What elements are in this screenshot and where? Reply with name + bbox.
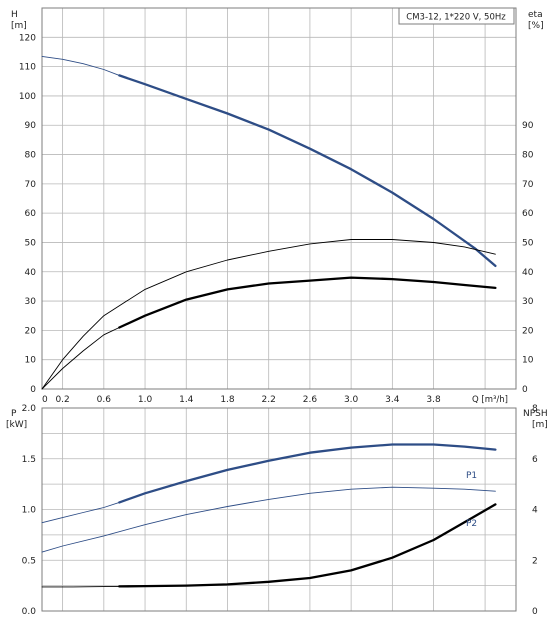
top-left-tick-label: 100 bbox=[19, 92, 36, 102]
x-tick-label: 2.6 bbox=[303, 395, 318, 405]
top-right-tick-label: 90 bbox=[522, 121, 534, 131]
bottom-right-tick-label: 0 bbox=[532, 607, 538, 617]
top-right-tick-label: 0 bbox=[522, 385, 528, 395]
bottom-right-tick-label: 4 bbox=[532, 506, 538, 516]
top-chart-grid bbox=[42, 8, 516, 389]
bottom-left-tick-label: 0.5 bbox=[22, 556, 36, 566]
top-right-tick-label: 60 bbox=[522, 209, 534, 219]
series-label-p2: P2 bbox=[466, 519, 477, 529]
top-left-tick-label: 10 bbox=[25, 356, 37, 366]
x-tick-label: 3.4 bbox=[385, 395, 400, 405]
bottom-right-tick-label: 6 bbox=[532, 455, 538, 465]
top-right-tick-label: 10 bbox=[522, 356, 534, 366]
top-left-axis-label-line2: [m] bbox=[11, 21, 27, 31]
bottom-right-tick-label: 2 bbox=[532, 556, 538, 566]
x-tick-label: 1.0 bbox=[138, 395, 153, 405]
bottom-left-tick-labels: 0.0 0.5 1.0 1.5 2.0 bbox=[22, 404, 37, 617]
bottom-right-axis-label-line1: NPSH bbox=[523, 409, 548, 419]
top-left-tick-label: 80 bbox=[25, 151, 37, 161]
bottom-right-axis-label-line2: [m] bbox=[532, 420, 548, 430]
top-left-tick-label: 20 bbox=[25, 326, 37, 336]
top-chart-frame bbox=[41, 7, 517, 390]
series-line-h bbox=[118, 74, 497, 268]
series-line-h-thin bbox=[41, 55, 120, 76]
series-line-p2 bbox=[41, 486, 496, 553]
x-tick-label: 0 bbox=[42, 395, 48, 405]
bottom-right-tick-labels: 0 2 4 6 8 bbox=[532, 404, 538, 617]
bottom-left-axis-label-line2: [kW] bbox=[6, 420, 27, 430]
top-left-tick-label: 50 bbox=[25, 238, 37, 248]
top-left-axis-label-line1: H bbox=[11, 10, 18, 20]
top-chart-series bbox=[41, 55, 497, 390]
top-right-tick-label: 40 bbox=[522, 268, 534, 278]
x-tick-label: 1.8 bbox=[220, 395, 235, 405]
top-right-tick-label: 30 bbox=[522, 297, 534, 307]
top-left-tick-label: 60 bbox=[25, 209, 37, 219]
bottom-chart-series bbox=[41, 443, 497, 588]
series-label-p1: P1 bbox=[466, 471, 477, 481]
chart-title: CM3-12, 1*220 V, 50Hz bbox=[406, 13, 506, 23]
top-right-tick-label: 20 bbox=[522, 326, 534, 336]
x-axis-label: Q [m³/h] bbox=[472, 395, 508, 405]
top-left-tick-label: 30 bbox=[25, 297, 37, 307]
bottom-left-tick-label: 2.0 bbox=[22, 404, 37, 414]
bottom-left-tick-label: 1.5 bbox=[22, 455, 36, 465]
series-line-eta bbox=[118, 276, 497, 329]
x-tick-label: 3.0 bbox=[344, 395, 359, 405]
bottom-chart-frame bbox=[41, 407, 517, 612]
series-line-eta-thin-lower bbox=[41, 327, 120, 390]
top-right-tick-label: 50 bbox=[522, 238, 534, 248]
top-left-tick-label: 90 bbox=[25, 121, 37, 131]
x-tick-label: 0.6 bbox=[97, 395, 112, 405]
top-left-tick-label: 40 bbox=[25, 268, 37, 278]
top-right-tick-label: 80 bbox=[522, 151, 534, 161]
x-tick-label: 1.4 bbox=[179, 395, 194, 405]
top-right-tick-label: 70 bbox=[522, 180, 534, 190]
chart-title-box bbox=[398, 7, 515, 25]
top-right-axis-label-line1: eta bbox=[528, 10, 543, 20]
top-right-axis-label-line2: [%] bbox=[528, 21, 544, 31]
top-left-tick-labels: 0 10 20 30 40 50 60 70 80 90 100 110 120 bbox=[19, 33, 36, 395]
x-tick-label: 3.8 bbox=[426, 395, 441, 405]
series-line-npsh bbox=[118, 503, 497, 588]
top-left-tick-label: 120 bbox=[19, 33, 36, 43]
series-line-eta-thin-upper bbox=[41, 239, 496, 390]
top-left-tick-label: 110 bbox=[19, 63, 36, 73]
bottom-left-tick-label: 1.0 bbox=[22, 506, 37, 516]
series-line-p1 bbox=[118, 443, 497, 504]
top-right-tick-labels: 0 10 20 30 40 50 60 70 80 90 bbox=[522, 121, 534, 395]
series-line-p1-thin bbox=[41, 501, 120, 524]
series-line-npsh-thin bbox=[41, 585, 120, 588]
bottom-left-tick-label: 0.0 bbox=[22, 607, 37, 617]
x-tick-label: 2.2 bbox=[262, 395, 276, 405]
x-tick-labels: 0 0.2 0.6 1.0 1.4 1.8 2.2 2.6 3.0 3.4 3.8 bbox=[42, 395, 441, 405]
bottom-left-axis-label-line1: P bbox=[11, 409, 17, 419]
bottom-right-tick-label: 8 bbox=[532, 404, 538, 414]
top-left-tick-label: 0 bbox=[30, 385, 36, 395]
x-tick-label: 0.2 bbox=[55, 395, 69, 405]
top-left-tick-label: 70 bbox=[25, 180, 37, 190]
